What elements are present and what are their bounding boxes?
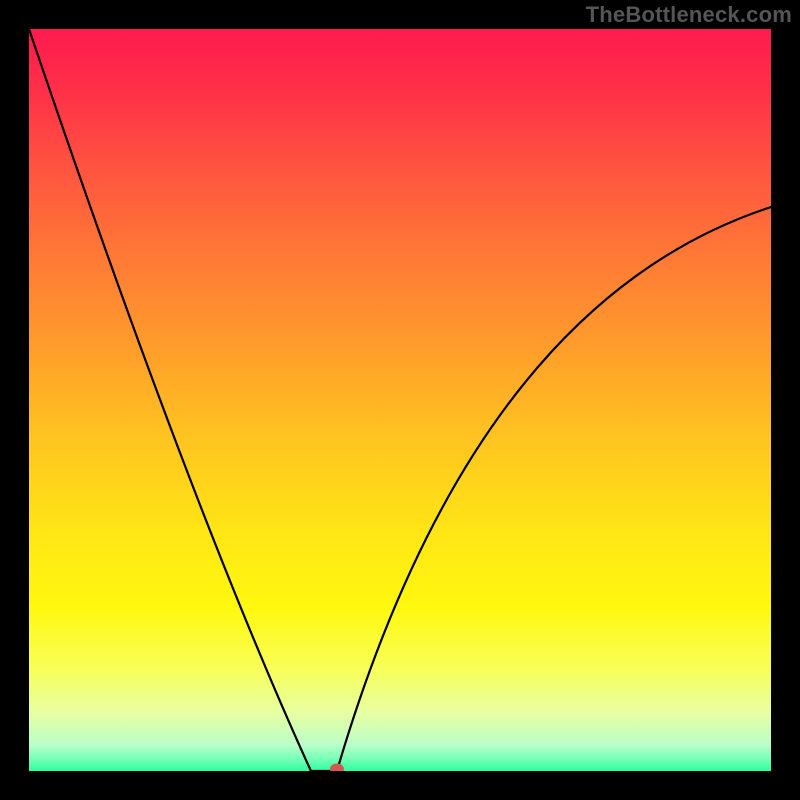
plot-background <box>29 29 771 771</box>
chart-svg <box>29 29 771 771</box>
watermark-text: TheBottleneck.com <box>586 2 792 28</box>
root-container: { "chart": { "type": "line", "canvas": {… <box>0 0 800 800</box>
bottleneck-chart <box>29 29 771 771</box>
